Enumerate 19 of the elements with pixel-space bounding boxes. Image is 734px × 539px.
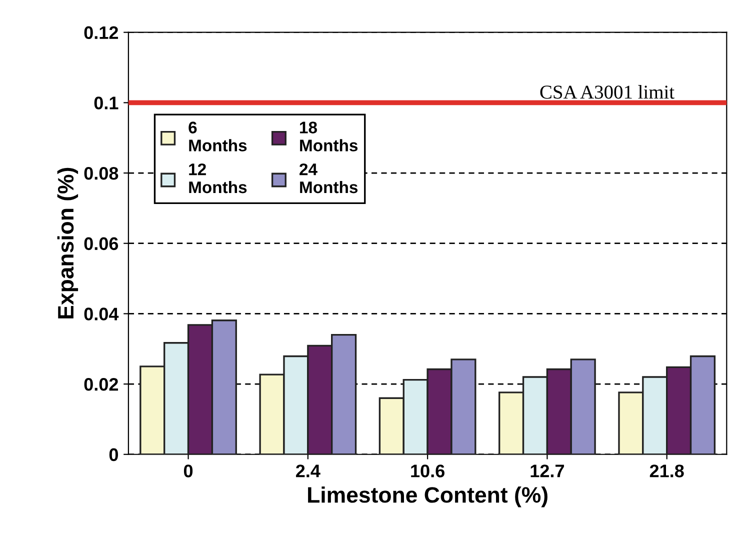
x-tick-label: 12.7 bbox=[530, 464, 564, 478]
y-tick-label: 0 bbox=[109, 448, 118, 462]
x-tick-label: 2.4 bbox=[296, 464, 320, 478]
y-tick-label: 0.12 bbox=[84, 26, 118, 40]
legend-label: 18 Months bbox=[300, 122, 358, 152]
y-tick-label: 0.08 bbox=[84, 166, 118, 180]
legend-label: 6 Months bbox=[188, 122, 247, 152]
ref-line-label: CSA A3001 limit bbox=[540, 85, 674, 99]
y-tick-label: 0.04 bbox=[84, 308, 119, 320]
x-tick-label: 0 bbox=[184, 464, 193, 478]
y-axis-title: Expansion (%) bbox=[57, 168, 78, 318]
legend-label: 24 Months bbox=[300, 163, 358, 194]
legend-label: 12 Months bbox=[189, 163, 247, 194]
x-tick-label: 21.8 bbox=[650, 464, 684, 478]
y-tick-label: 0.02 bbox=[84, 378, 118, 391]
y-tick-label: 0.06 bbox=[84, 237, 118, 250]
y-tick-label: 0.1 bbox=[94, 96, 118, 110]
x-axis-title: Limestone Content (%) bbox=[308, 486, 548, 508]
x-tick-label: 10.6 bbox=[411, 464, 444, 478]
